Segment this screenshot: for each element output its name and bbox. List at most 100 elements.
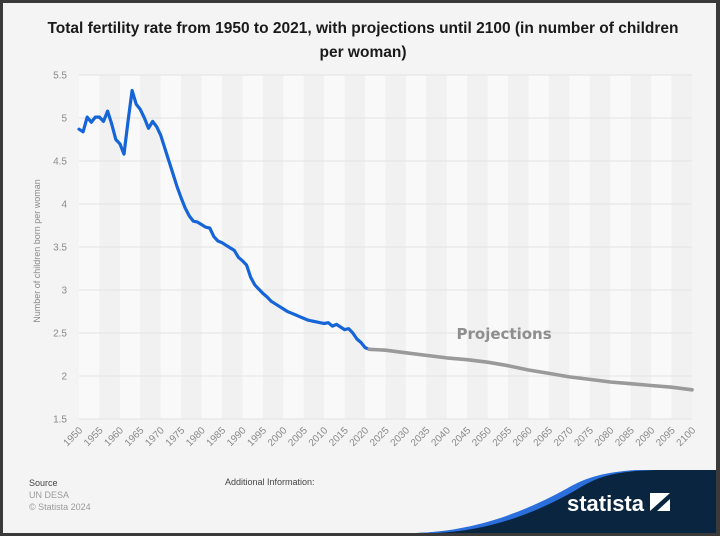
historical-data-point xyxy=(102,120,104,122)
projection-series-line xyxy=(367,347,694,392)
historical-data-point xyxy=(151,120,153,122)
x-tick-label: 2100 xyxy=(675,425,699,449)
historical-data-point xyxy=(254,284,256,286)
gridlines xyxy=(79,74,692,420)
statista-brand-banner[interactable]: statista xyxy=(416,463,716,533)
historical-data-point xyxy=(115,138,117,140)
projection-data-point xyxy=(650,384,652,386)
x-tick-label: 2050 xyxy=(470,425,494,449)
historical-data-point xyxy=(356,338,358,340)
historical-data-point xyxy=(139,108,141,110)
historical-data-point xyxy=(241,260,243,262)
x-tick-label: 1990 xyxy=(225,425,249,449)
projection-data-point xyxy=(630,383,632,385)
x-tick-label: 2035 xyxy=(409,425,433,449)
historical-data-point xyxy=(233,249,235,251)
historical-data-point xyxy=(319,321,321,323)
source-value[interactable]: UN DESA xyxy=(29,490,70,500)
historical-data-point xyxy=(164,147,166,149)
historical-data-point xyxy=(258,288,260,290)
historical-data-point xyxy=(262,292,264,294)
historical-data-point xyxy=(286,310,288,312)
x-tick-label: 2030 xyxy=(389,425,413,449)
chart-title: Total fertility rate from 1950 to 2021, … xyxy=(47,20,679,61)
x-tick-label: 2080 xyxy=(593,425,617,449)
historical-data-point xyxy=(352,332,354,334)
historical-data-point xyxy=(82,131,84,133)
x-tick-label: 2065 xyxy=(532,425,556,449)
x-tick-label: 2075 xyxy=(572,425,596,449)
projection-data-point xyxy=(527,369,529,371)
historical-data-point xyxy=(168,160,170,162)
line-chart: 1.5 2 2.5 3 3.5 4 4.5 5 5.5 19501955196019651970… xyxy=(32,71,699,449)
historical-data-point xyxy=(282,308,284,310)
projection-data-point xyxy=(670,386,672,388)
y-tick-label: 5 xyxy=(61,114,67,125)
y-tick-label: 3.5 xyxy=(53,243,67,254)
historical-data-point xyxy=(249,276,251,278)
historical-data-point xyxy=(311,320,313,322)
x-tick-label: 1955 xyxy=(82,425,106,449)
projection-data-point xyxy=(425,354,427,356)
historical-data-point xyxy=(213,235,215,237)
historical-data-point xyxy=(155,125,157,127)
x-tick-label: 2095 xyxy=(654,425,678,449)
historical-data-point xyxy=(184,207,186,209)
y-tick-label: 2.5 xyxy=(53,329,67,340)
x-tick-label: 2055 xyxy=(491,425,515,449)
historical-data-point xyxy=(298,315,300,317)
x-tick-label: 2090 xyxy=(634,425,658,449)
historical-data-point xyxy=(135,103,137,105)
historical-data-point xyxy=(127,120,129,122)
source-block: Source UN DESA © Statista 2024 xyxy=(29,477,91,513)
historical-data-point xyxy=(209,227,211,229)
projection-data-point xyxy=(507,364,509,366)
historical-data-point xyxy=(303,317,305,319)
historical-data-point xyxy=(245,264,247,266)
historical-data-point xyxy=(176,186,178,188)
historical-data-point xyxy=(364,346,366,348)
copyright: © Statista 2024 xyxy=(29,502,91,512)
historical-data-point xyxy=(307,319,309,321)
historical-data-point xyxy=(278,305,280,307)
historical-data-point xyxy=(339,326,341,328)
y-tick-label: 2 xyxy=(61,372,67,383)
x-tick-label: 2010 xyxy=(307,425,331,449)
projections-annotation: Projections xyxy=(457,325,552,343)
historical-data-point xyxy=(90,121,92,123)
historical-data-point xyxy=(131,89,133,91)
historical-data-point xyxy=(110,123,112,125)
y-tick-label: 4.5 xyxy=(53,157,67,168)
x-tick-label: 1950 xyxy=(62,425,86,449)
historical-data-point xyxy=(221,242,223,244)
y-tick-label: 5.5 xyxy=(53,71,67,82)
historical-data-point xyxy=(196,221,198,223)
projection-data-point xyxy=(486,361,488,363)
historical-data-point xyxy=(331,325,333,327)
x-tick-label: 2025 xyxy=(368,425,392,449)
x-tick-label: 1995 xyxy=(246,425,270,449)
historical-data-point xyxy=(147,127,149,129)
statista-logo-icon xyxy=(650,493,670,511)
x-tick-label: 1985 xyxy=(205,425,229,449)
historical-data-point xyxy=(98,116,100,118)
historical-series-line xyxy=(77,88,371,351)
historical-data-point xyxy=(94,116,96,118)
historical-data-point xyxy=(225,244,227,246)
x-tick-label: 1965 xyxy=(123,425,147,449)
x-tick-label: 2040 xyxy=(429,425,453,449)
historical-data-point xyxy=(294,314,296,316)
additional-information-link[interactable]: Additional Information: xyxy=(225,477,315,487)
series-lines xyxy=(77,88,694,392)
x-tick-label: 2020 xyxy=(348,425,372,449)
historical-data-point xyxy=(86,116,88,118)
y-tick-label: 1.5 xyxy=(53,415,67,426)
projection-data-point xyxy=(446,357,448,359)
historical-data-point xyxy=(274,303,276,305)
historical-data-point xyxy=(78,128,80,130)
historical-data-point xyxy=(270,300,272,302)
historical-data-point xyxy=(229,247,231,249)
historical-data-point xyxy=(188,215,190,217)
historical-data-point xyxy=(335,323,337,325)
projection-data-point xyxy=(384,349,386,351)
